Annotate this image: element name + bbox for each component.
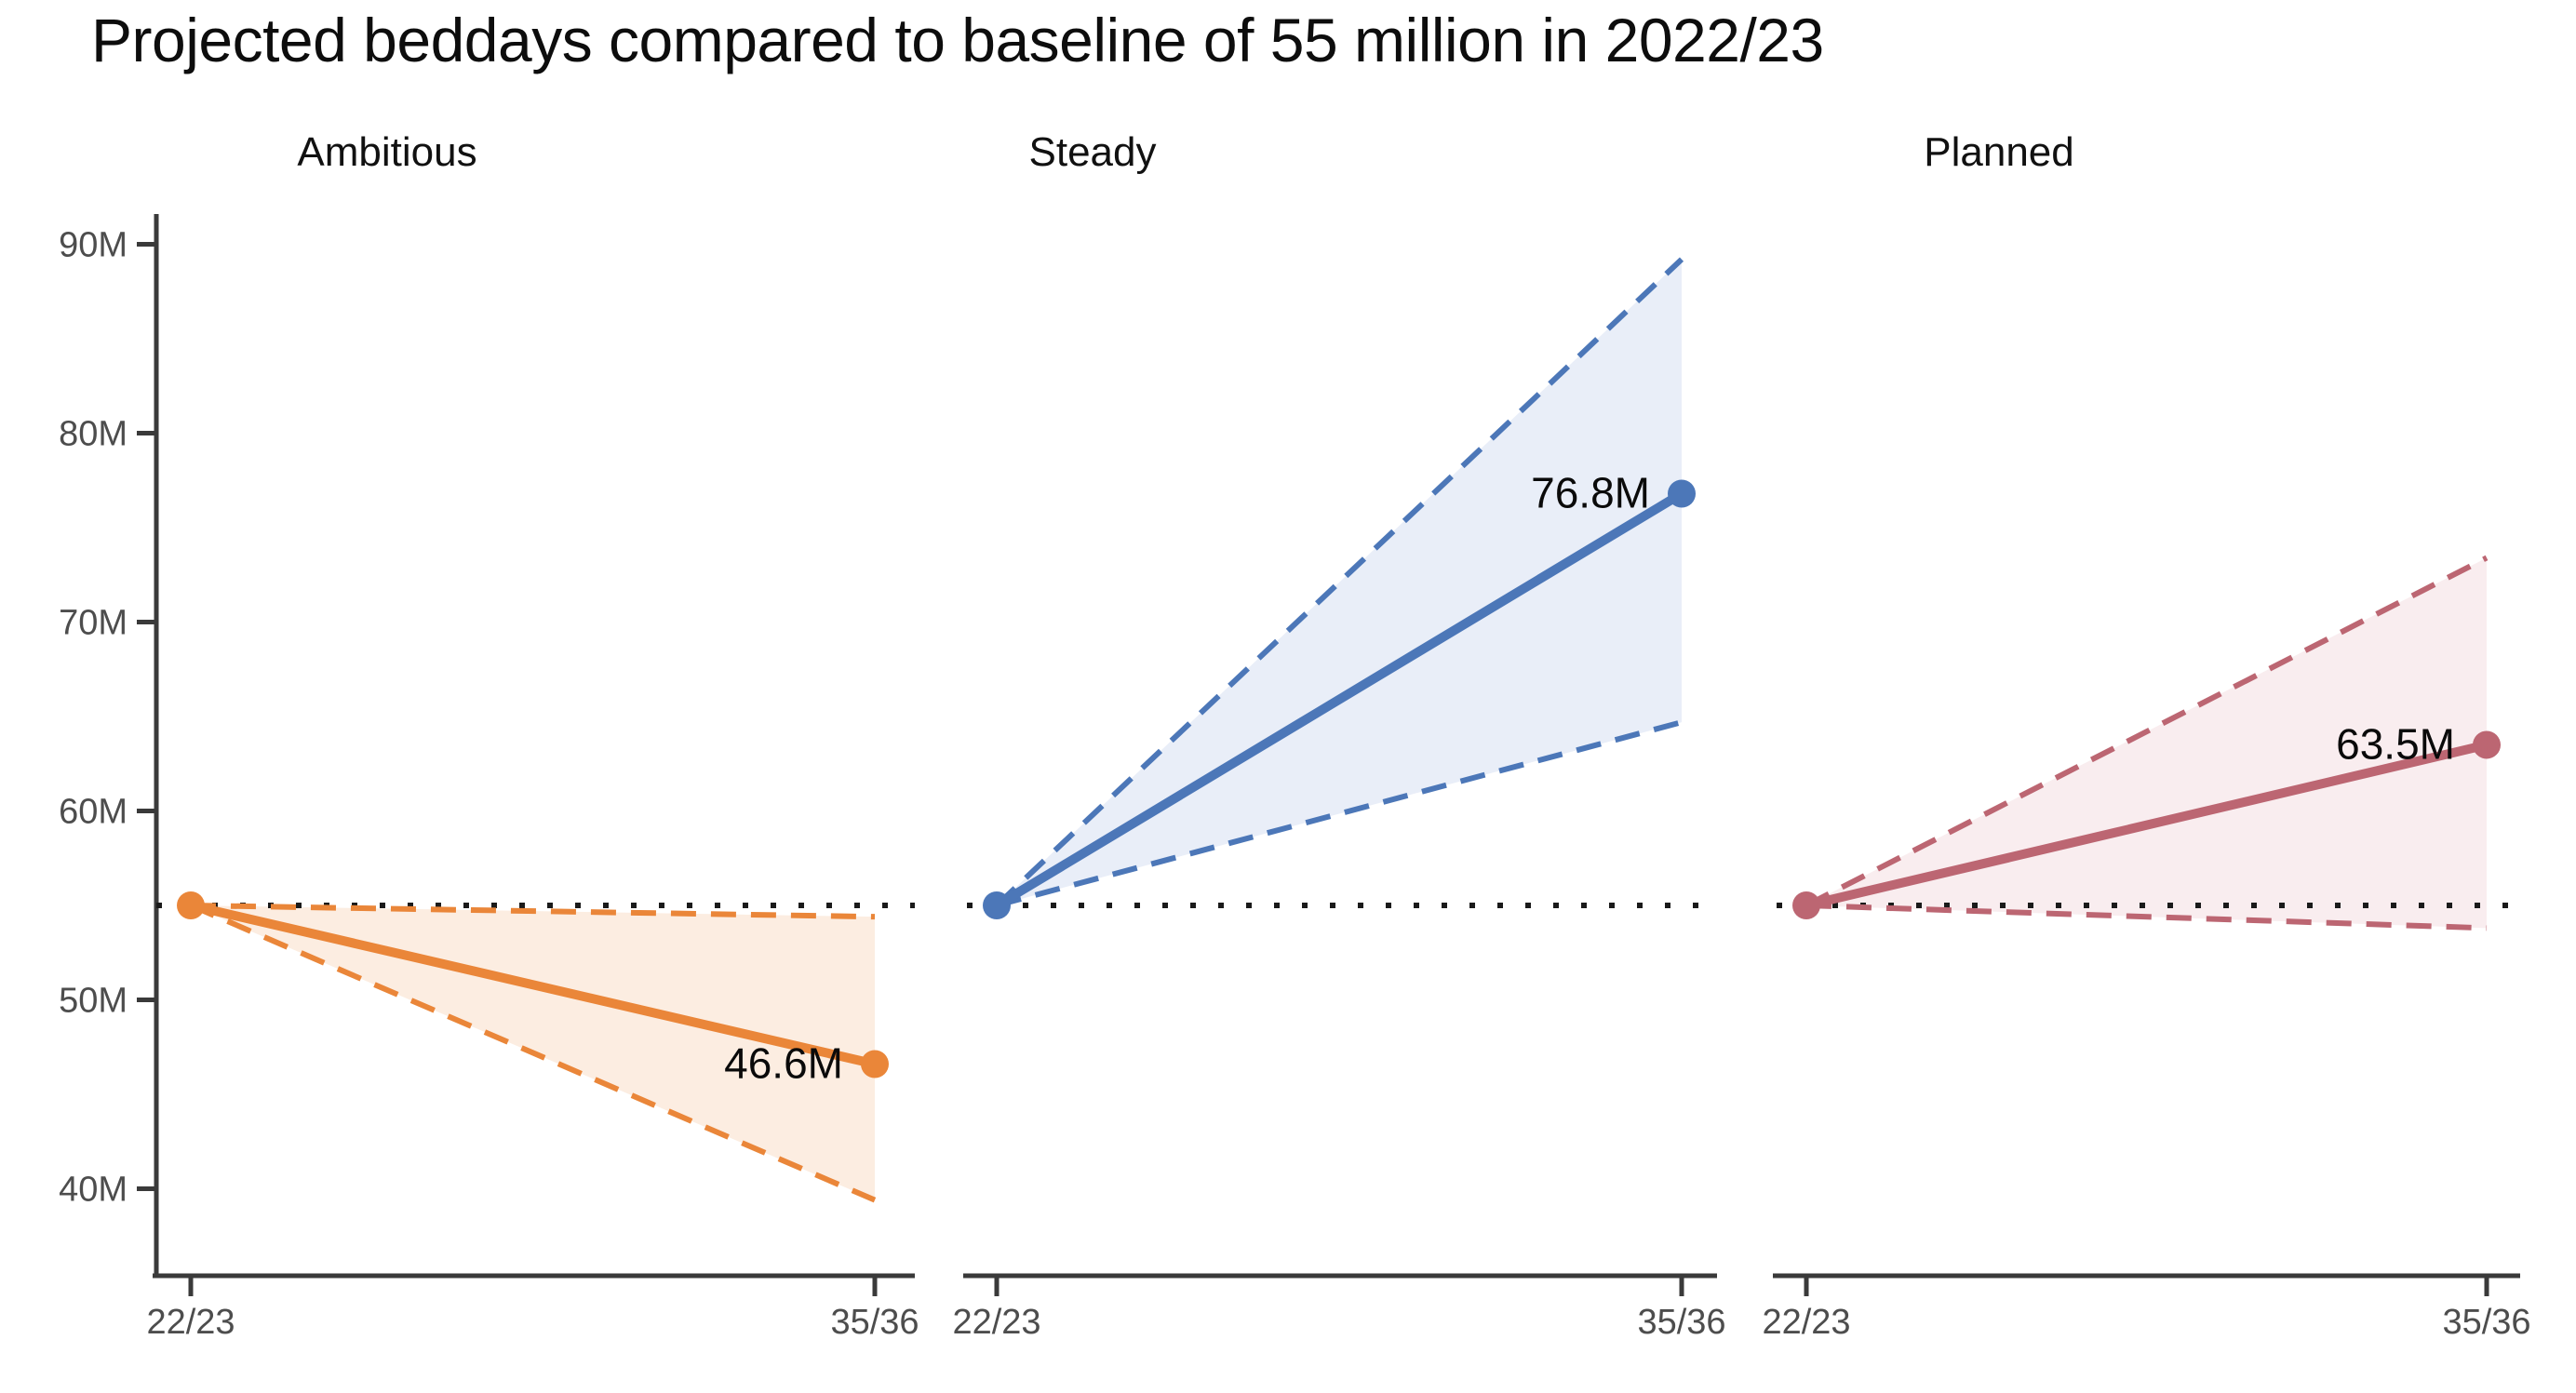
central-projection-line [1802,740,2491,910]
x-tick-label: 22/23 [1762,1303,1850,1342]
x-tick-label: 35/36 [830,1303,919,1342]
y-tick-label: 40M [59,1171,127,1210]
lower-bound-dashed-line [1805,903,2488,931]
upper-bound-dashed-line [994,257,1684,908]
x-tick-label: 22/23 [952,1303,1040,1342]
start-point [983,891,1011,919]
lower-bound-dashed-line [189,903,877,1203]
y-tick-label: 90M [59,226,127,265]
projection-uncertainty-band [1806,557,2487,929]
panel-title: Ambitious [297,129,476,175]
end-value-label: 46.6M [724,1039,843,1088]
end-point [861,1050,889,1078]
projection-uncertainty-band [191,905,875,1200]
y-axis: 40M 50M 60M 70M 80M 90M [59,214,159,1279]
end-point [2473,730,2501,759]
panel-title: Planned [1924,129,2073,175]
x-tick-label: 22/23 [146,1303,235,1342]
central-projection-line [992,489,1686,910]
panel-ambitious: 46.6M Ambitious 22/23 35/36 [146,129,919,1342]
panel-planned: 63.5M Planned 22/23 35/36 [1762,129,2530,1342]
start-point [177,891,205,919]
x-tick-label: 35/36 [2442,1303,2530,1342]
upper-bound-dashed-line [1805,555,2489,908]
y-tick-label: 70M [59,604,127,643]
end-value-label: 63.5M [2336,719,2455,768]
chart-title: Projected beddays compared to baseline o… [91,6,1824,74]
end-value-label: 76.8M [1531,468,1650,516]
panel-title: Steady [1029,129,1157,175]
y-tick-label: 80M [59,415,127,454]
central-projection-line [186,901,879,1069]
x-tick-label: 35/36 [1637,1303,1725,1342]
start-point [1792,891,1820,919]
y-tick-label: 50M [59,982,127,1021]
panels: 46.6M Ambitious 22/23 35/36 76.8M Steady 22/23… [146,129,2530,1342]
end-point [1668,479,1696,508]
panel-steady: 76.8M Steady 22/23 35/36 [952,129,1725,1342]
y-tick-label: 60M [59,793,127,832]
upper-bound-dashed-line [190,903,876,920]
projection-uncertainty-band [997,259,1682,905]
